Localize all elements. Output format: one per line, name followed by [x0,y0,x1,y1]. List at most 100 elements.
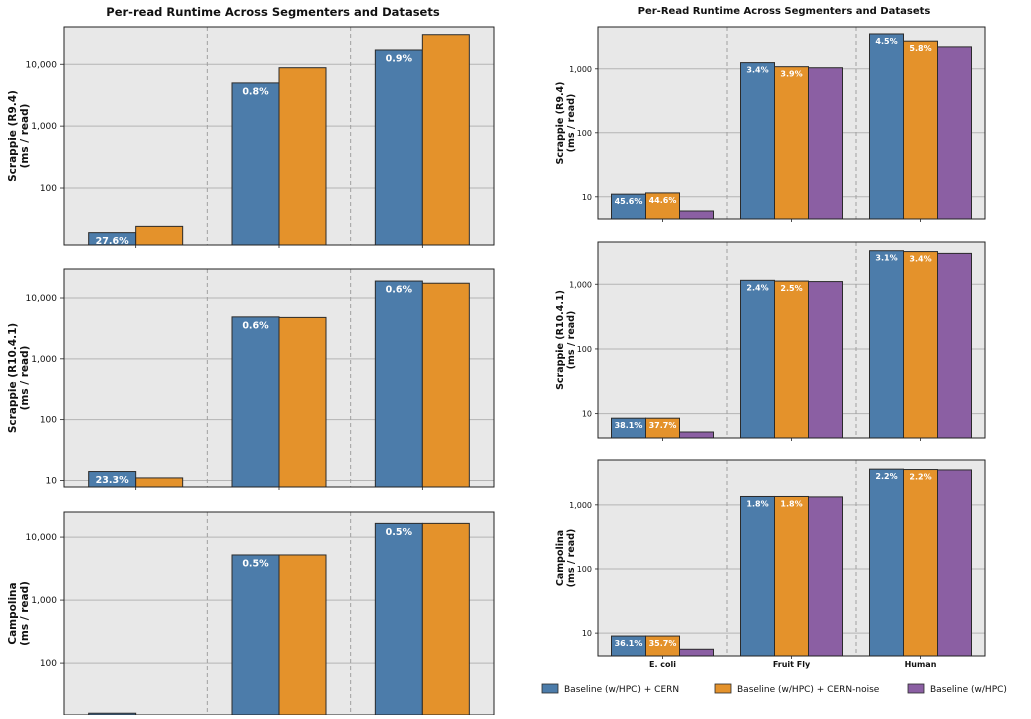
y-tick-label: 1,000 [569,280,592,289]
bar [808,281,843,439]
bar-data-label: 1.8% [746,499,768,508]
bar [278,67,327,246]
bar-data-label: 23.3% [96,475,129,486]
panel-1-1: 10 100 1,000 38.1% 37.7% 2.4% 2.5% 3.1% 3.4% Scra… [555,241,986,441]
bar-data-label: 45.6% [615,197,643,206]
y-axis-label: Scrappie (R9.4)(ms / read) [7,90,31,182]
legend: Baseline (w/HPC) + CERN Baseline (w/HPC) … [541,683,1007,695]
y-tick-label: 10 [582,629,592,638]
y-tick-label: 100 [40,416,57,426]
bar [903,251,938,439]
bar [421,522,470,716]
y-tick-label: 1,000 [31,122,57,132]
y-axis-label-line: Campolina [555,530,566,586]
bar-data-label: 44.6% [649,196,677,205]
bar-data-label: 37.7% [649,421,677,430]
bar [645,192,680,220]
bar [231,554,280,716]
bar [374,522,423,716]
y-axis-label: Scrappie (R10.4.1)(ms / read) [555,290,577,390]
y-axis-label-line: Scrappie (R10.4.1) [555,290,566,390]
bar [937,46,972,220]
y-axis-label-line: Scrappie (R9.4) [7,90,19,182]
y-tick-label: 1,000 [569,65,592,74]
y-tick-label: 100 [40,659,57,669]
panel-frame [597,459,986,657]
bar [937,252,972,439]
bar [231,82,280,246]
legend-swatch [907,683,925,694]
y-axis-label: Campolina(ms / read) [555,529,577,588]
legend-label: Baseline (w/HPC) + CERN-noise [737,685,880,695]
bar [278,316,327,488]
bar [421,282,470,488]
bar-data-label: 2.4% [746,283,768,292]
bar [740,495,775,657]
panel-frame [63,26,495,246]
bar-data-label: 1.8% [780,499,802,508]
bar [135,225,184,246]
legend-label: Baseline (w/HPC) + CERN [564,685,679,695]
bar [374,49,423,246]
y-axis-label-line: (ms / read) [19,104,31,169]
x-category-label: E. coli [649,660,676,669]
y-tick-label: 1,000 [31,355,57,365]
bar-data-label: 0.9% [386,53,413,64]
bar [808,67,843,220]
bar [903,40,938,220]
bar [937,469,972,657]
bar [679,431,714,439]
y-axis-label: Scrappie (R10.4.1)(ms / read) [7,323,31,433]
bar [903,469,938,657]
bar-data-label: 36.1% [615,639,643,648]
y-tick-label: 100 [40,184,57,194]
left-chart-title: Per-read Runtime Across Segmenters and D… [106,5,440,19]
bar-data-label: 5.8% [909,44,931,53]
bar [869,33,904,220]
x-category-label: Human [905,660,937,669]
bar-data-label: 3.9% [780,70,802,79]
y-axis-label-line: Scrappie (R10.4.1) [7,323,19,433]
bar [679,648,714,657]
legend-swatch [714,683,732,694]
bar [774,495,809,657]
bar [135,477,184,488]
bar-data-label: 4.5% [875,37,897,46]
panel-1-2: 10 100 1,000 36.1% 35.7% E. coli 1.8% 1.8% Fruit… [555,459,986,669]
bar [740,62,775,220]
y-axis-label-line: (ms / read) [19,346,31,411]
y-axis-label-line: (ms / read) [566,311,577,370]
panel-0-2: 100 1,000 10,000 0.5% 0.5% Campolina(ms / rea… [7,511,495,718]
bar-data-label: 2.5% [780,284,802,293]
bar-data-label: 0.5% [242,558,269,569]
chart-panels: 100 1,000 10,000 27.6% 0.8% 0.9% Scrappie (R9.… [7,26,986,718]
bar [231,316,280,488]
bar-data-label: 0.5% [386,527,413,538]
x-category-label: Fruit Fly [773,660,811,669]
y-axis-label: Campolina(ms / read) [7,581,31,646]
bar-data-label: 2.2% [909,473,931,482]
right-chart-title: Per-Read Runtime Across Segmenters and D… [638,6,931,17]
bar [374,280,423,488]
bar [774,280,809,439]
bar-data-label: 0.8% [242,86,269,97]
bar [869,468,904,657]
y-axis-label: Scrappie (R9.4)(ms / read) [555,81,577,164]
bar [869,250,904,439]
panel-frame [597,241,986,439]
bar [774,66,809,220]
bar-data-label: 3.4% [746,66,768,75]
y-tick-label: 10,000 [26,60,58,70]
bar-data-label: 0.6% [242,320,269,331]
legend-swatch [541,683,559,694]
y-tick-label: 10 [582,410,592,419]
y-tick-label: 100 [577,565,592,574]
y-tick-label: 10 [46,476,58,486]
bar-data-label: 27.6% [96,236,129,247]
legend-label: Baseline (w/HPC) [930,685,1007,695]
panel-frame [63,268,495,488]
y-axis-label-line: (ms / read) [19,581,31,646]
panel-0-1: 10 100 1,000 10,000 23.3% 0.6% 0.6% Scrappie (R… [7,268,495,490]
